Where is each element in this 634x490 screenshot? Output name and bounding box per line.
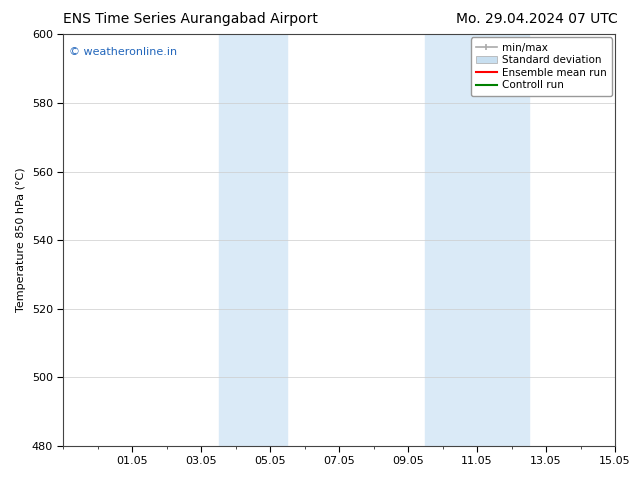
Bar xyxy=(219,34,287,446)
Bar xyxy=(425,34,529,446)
Text: © weatheronline.in: © weatheronline.in xyxy=(69,47,177,57)
Y-axis label: Temperature 850 hPa (°C): Temperature 850 hPa (°C) xyxy=(16,168,26,313)
Legend: min/max, Standard deviation, Ensemble mean run, Controll run: min/max, Standard deviation, Ensemble me… xyxy=(470,37,612,96)
Text: ENS Time Series Aurangabad Airport: ENS Time Series Aurangabad Airport xyxy=(63,12,318,26)
Text: Mo. 29.04.2024 07 UTC: Mo. 29.04.2024 07 UTC xyxy=(456,12,618,26)
